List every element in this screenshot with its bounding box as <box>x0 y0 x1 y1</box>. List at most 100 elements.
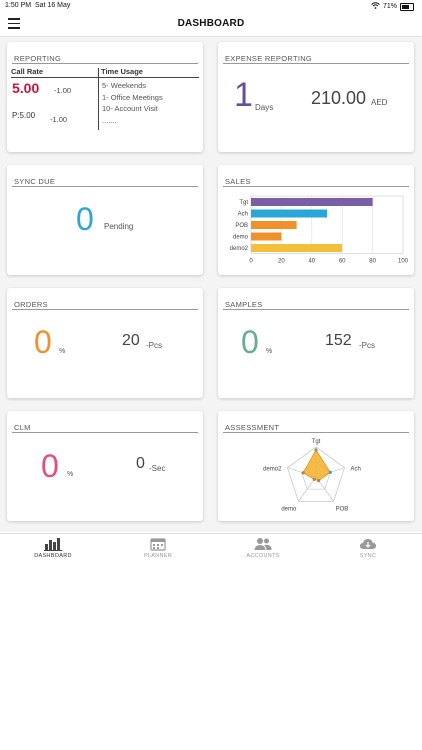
orders-title: ORDERS <box>14 300 48 309</box>
sync-pending-value: 0 <box>76 201 94 237</box>
reporting-title: REPORTING <box>14 54 62 63</box>
reporting-card[interactable]: REPORTING Call Rate Time Usage 5.00 -1.0… <box>7 42 203 152</box>
tab-planner[interactable]: PLANNER <box>128 537 188 559</box>
radar-label: POB <box>336 506 349 512</box>
calendar-icon <box>150 538 166 551</box>
samples-qty-value: 152 <box>325 332 352 349</box>
x-tick-label: 0 <box>249 259 253 265</box>
clm-seconds-value: 0 <box>136 455 145 472</box>
divider <box>223 186 409 187</box>
expense-title: EXPENSE REPORTING <box>225 54 313 63</box>
clm-percent-value: 0 <box>41 448 59 484</box>
bar-chart-icon <box>44 538 62 551</box>
clm-seconds-unit: -Sec <box>149 464 166 473</box>
divider <box>12 63 198 64</box>
samples-percent-sign: % <box>266 348 273 355</box>
x-tick-label: 80 <box>369 259 376 265</box>
expense-card[interactable]: EXPENSE REPORTING 1 Days 210.00 AED <box>218 42 414 152</box>
tab-dashboard[interactable]: DASHBOARD <box>23 537 83 559</box>
sales-title: SALES <box>225 177 251 186</box>
sales-card[interactable]: SALES 0 20 40 60 80 100 Tgt Ach POB demo demo2 <box>218 165 414 275</box>
page-title: DASHBOARD <box>177 18 245 29</box>
top-bar: DASHBOARD <box>0 12 422 37</box>
y-tick-label: Tgt <box>239 200 248 206</box>
bar-Tgt <box>251 198 373 206</box>
radar-label: Ach <box>351 467 361 473</box>
y-tick-label: demo2 <box>230 246 249 252</box>
orders-qty-value: 20 <box>122 332 140 349</box>
time-usage-item: 10- Account Visit <box>102 104 158 113</box>
col-time-usage: Time Usage <box>101 67 143 76</box>
sales-bar-chart: 0 20 40 60 80 100 Tgt Ach POB demo demo2 <box>230 195 409 265</box>
y-tick-label: demo <box>233 235 249 241</box>
sync-due-title: SYNC DUE <box>14 177 56 186</box>
radar-axis <box>298 476 317 502</box>
bottom-tab-bar: DASHBOARD PLANNER ACCOUNTS SYNC <box>0 533 422 564</box>
samples-title: SAMPLES <box>225 300 263 309</box>
radar-grid <box>287 446 345 502</box>
battery-percent: 71% <box>382 3 397 10</box>
battery-icon <box>400 2 414 11</box>
radar-point-demo <box>312 477 316 482</box>
clm-title: CLM <box>14 423 31 432</box>
samples-qty-unit: -Pcs <box>359 341 375 350</box>
radar-label: demo2 <box>263 467 282 473</box>
call-rate-value: 5.00 <box>12 80 40 96</box>
sync-due-card[interactable]: SYNC DUE 0 Pending <box>7 165 203 275</box>
assessment-card[interactable]: ASSESSMENT Tgt Ach POB demo demo2 <box>218 411 414 521</box>
bar-Ach <box>251 209 327 218</box>
wifi-icon <box>371 2 380 11</box>
menu-icon[interactable] <box>8 18 20 29</box>
status-date: Sat 16 May <box>34 2 71 9</box>
table-column-divider <box>98 68 99 130</box>
clm-card[interactable]: CLM 0 % 0 -Sec <box>7 411 203 521</box>
dashboard-content: REPORTING Call Rate Time Usage 5.00 -1.0… <box>0 37 422 532</box>
sync-pending-label: Pending <box>104 222 134 231</box>
bar-demo <box>251 232 282 241</box>
time-usage-item: 5- Weekends <box>102 81 147 90</box>
bar-POB <box>251 221 297 229</box>
divider <box>12 309 198 310</box>
tab-sync[interactable]: SYNC <box>338 537 398 559</box>
divider <box>12 432 198 433</box>
bar-demo2 <box>251 244 343 252</box>
radar-point-demo2 <box>301 471 305 475</box>
orders-percent-sign: % <box>59 348 66 355</box>
x-tick-label: 60 <box>339 259 346 265</box>
time-usage-item: ....... <box>102 115 117 125</box>
radar-point-Tgt <box>314 448 318 452</box>
orders-qty-unit: -Pcs <box>146 341 162 350</box>
p-value: P:5.00 <box>12 111 36 120</box>
time-usage-list: 5- Weekends 1- Office Meetings 10- Accou… <box>102 80 163 126</box>
orders-percent-value: 0 <box>34 324 52 360</box>
y-tick-label: Ach <box>238 212 248 218</box>
status-time: 1:50 PM <box>5 2 32 9</box>
samples-card[interactable]: SAMPLES 0 % 152 -Pcs <box>218 288 414 398</box>
tab-accounts-label: ACCOUNTS <box>246 553 280 559</box>
expense-days-value: 1 <box>234 76 253 114</box>
assessment-radar-chart: Tgt Ach POB demo demo2 <box>263 439 361 512</box>
x-tick-label: 20 <box>278 259 285 265</box>
status-right: 71% <box>371 2 414 11</box>
tab-planner-label: PLANNER <box>143 553 173 559</box>
expense-currency: AED <box>371 98 388 107</box>
x-tick-label: 100 <box>398 259 409 265</box>
clm-percent-sign: % <box>67 471 74 478</box>
tab-accounts[interactable]: ACCOUNTS <box>233 537 293 559</box>
assessment-title: ASSESSMENT <box>225 423 280 432</box>
samples-percent-value: 0 <box>241 324 259 360</box>
y-tick-label: POB <box>235 223 248 229</box>
divider <box>223 432 409 433</box>
tab-sync-label: SYNC <box>359 553 377 559</box>
radar-label: demo <box>281 506 297 512</box>
divider <box>223 309 409 310</box>
col-call-rate: Call Rate <box>11 67 44 76</box>
x-tick-label: 40 <box>308 259 315 265</box>
status-bar: 1:50 PM Sat 16 May 71% <box>0 0 422 12</box>
status-time-date: 1:50 PM Sat 16 May <box>5 2 70 9</box>
radar-point-POB <box>317 479 321 483</box>
time-usage-item: 1- Office Meetings <box>102 92 163 102</box>
divider <box>223 63 409 64</box>
orders-card[interactable]: ORDERS 0 % 20 -Pcs <box>7 288 203 398</box>
cloud-sync-icon <box>359 539 377 549</box>
